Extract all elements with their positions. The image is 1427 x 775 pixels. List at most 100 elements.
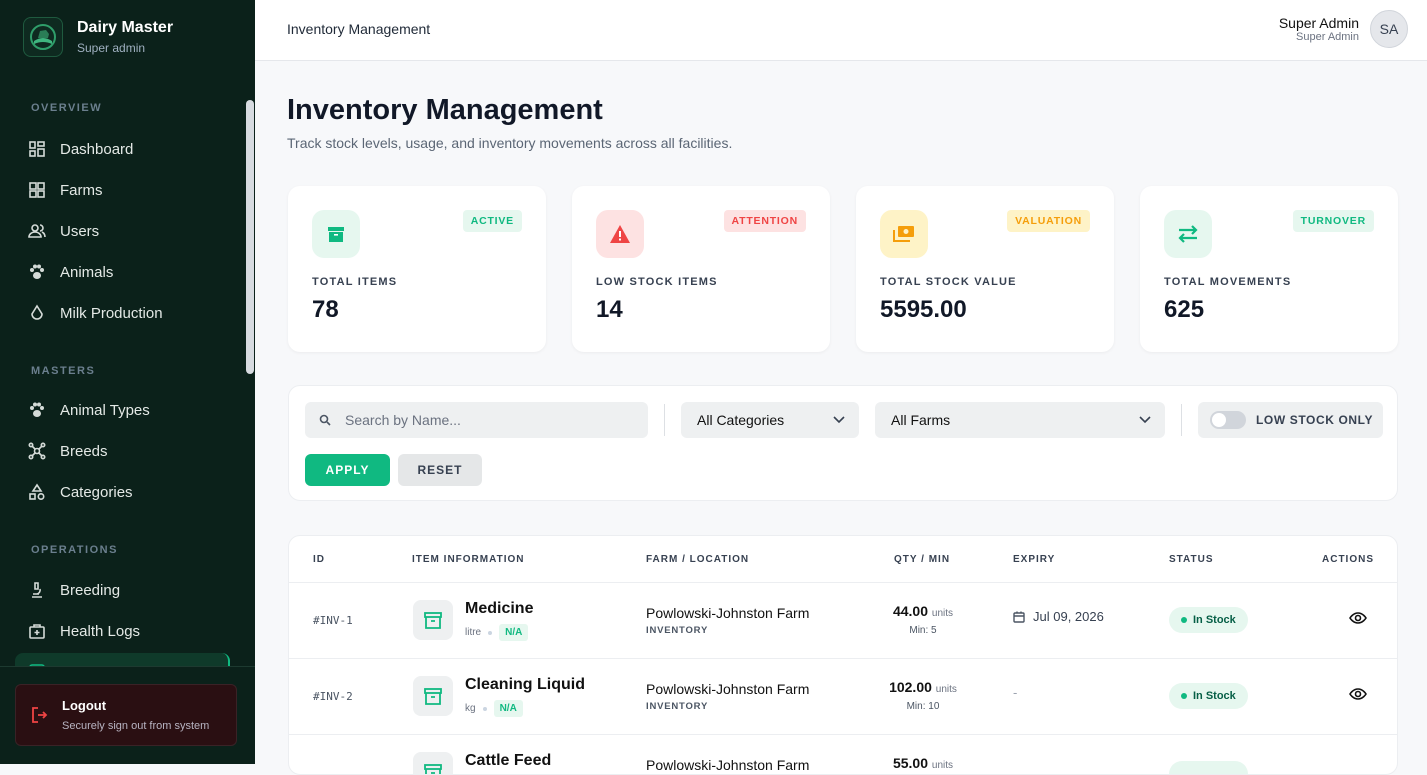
table-row[interactable]: #INV-2 Cleaning Liquid kg N/A Powlowski-J… <box>289 658 1397 734</box>
col-qty: QTY / MIN <box>894 554 951 565</box>
sidebar-item-categories[interactable]: Categories <box>15 473 230 511</box>
calendar-icon <box>1013 611 1025 623</box>
stat-value: 5595.00 <box>880 296 967 323</box>
medical-kit-icon <box>29 624 45 639</box>
sidebar-item-health-logs[interactable]: Health Logs <box>15 612 230 650</box>
item-tag: N/A <box>499 624 529 641</box>
low-stock-toggle[interactable]: LOW STOCK ONLY <box>1198 402 1383 438</box>
divider <box>1181 404 1182 436</box>
sidebar-scrollbar[interactable] <box>246 100 254 374</box>
item-name: Cleaning Liquid <box>465 676 585 693</box>
badge-valuation: VALUATION <box>1007 210 1090 232</box>
stat-card-total-items: ACTIVE TOTAL ITEMS 78 <box>288 186 546 352</box>
col-expiry: EXPIRY <box>1013 554 1056 565</box>
item-id: #INV-1 <box>313 614 353 627</box>
sidebar-item-users[interactable]: Users <box>15 212 230 250</box>
table-row[interactable]: Cattle Feed Powlowski-Johnston Farm 55.0… <box>289 734 1397 774</box>
brand-role: Super admin <box>77 41 146 55</box>
section-masters: MASTERS <box>31 365 96 377</box>
dairy-logo-icon <box>23 17 63 57</box>
logout-button[interactable]: Logout Securely sign out from system <box>15 684 237 746</box>
sidebar-item-dashboard[interactable]: Dashboard <box>15 130 230 168</box>
grid-icon <box>29 141 45 157</box>
eye-icon[interactable] <box>1349 611 1367 625</box>
sidebar-item-label: Milk Production <box>60 304 163 322</box>
user-name: Super Admin <box>1278 15 1359 31</box>
table-row[interactable]: #INV-1 Medicine litre N/A Powlowski-Johns… <box>289 582 1397 658</box>
farm-location: INVENTORY <box>646 701 709 712</box>
item-name: Cattle Feed <box>465 752 552 769</box>
stat-label: LOW STOCK ITEMS <box>596 276 718 288</box>
col-actions: ACTIONS <box>1322 554 1374 565</box>
paw-icon <box>30 402 44 417</box>
stat-card-stock-value: VALUATION TOTAL STOCK VALUE 5595.00 <box>856 186 1114 352</box>
logout-label: Logout <box>62 698 107 713</box>
stat-value: 78 <box>312 296 339 323</box>
box-icon <box>29 664 45 666</box>
sidebar-item-milk-production[interactable]: Milk Production <box>15 294 230 332</box>
sidebar-item-farms[interactable]: Farms <box>15 171 230 209</box>
sidebar-item-label: Animal Types <box>60 401 150 419</box>
col-item: ITEM INFORMATION <box>412 554 525 565</box>
toggle-switch[interactable] <box>1210 411 1246 429</box>
sidebar-item-inventory-active[interactable] <box>15 653 230 666</box>
brand: Dairy Master Super admin <box>23 17 173 57</box>
sidebar-item-label: Breeds <box>60 442 108 460</box>
sidebar-item-label: Farms <box>60 181 103 199</box>
sidebar-item-label: Categories <box>60 483 133 501</box>
chevron-down-icon <box>1139 416 1151 424</box>
logout-icon <box>32 707 48 723</box>
badge-attention: ATTENTION <box>723 210 806 232</box>
archive-icon <box>312 210 360 258</box>
molecule-icon <box>28 442 46 460</box>
qty: 55.00 units <box>849 755 997 771</box>
sidebar-nav: OVERVIEW Dashboard Farms Users Animals M… <box>0 80 255 666</box>
section-operations: OPERATIONS <box>31 544 118 556</box>
user-menu[interactable]: Super Admin Super Admin SA <box>1279 10 1408 48</box>
expiry-date: - <box>1013 685 1018 700</box>
user-role: Super Admin <box>1296 31 1359 43</box>
stat-label: TOTAL MOVEMENTS <box>1164 276 1292 288</box>
farm-name: Powlowski-Johnston Farm <box>646 605 810 621</box>
sidebar-item-label: Dashboard <box>60 140 134 158</box>
grid-icon <box>29 182 45 198</box>
toggle-label: LOW STOCK ONLY <box>1256 413 1374 427</box>
sidebar-item-breeds[interactable]: Breeds <box>15 432 230 470</box>
filter-panel: Search by Name... All Categories All Far… <box>288 385 1398 501</box>
item-unit: litre <box>465 627 482 638</box>
archive-icon <box>413 676 453 716</box>
stat-value: 625 <box>1164 296 1205 323</box>
sidebar: Dairy Master Super admin OVERVIEW Dashbo… <box>0 0 255 764</box>
item-name: Medicine <box>465 600 534 617</box>
eye-icon[interactable] <box>1349 687 1367 701</box>
drop-icon <box>31 304 43 320</box>
avatar[interactable]: SA <box>1370 10 1408 48</box>
search-icon <box>319 414 331 426</box>
search-input[interactable]: Search by Name... <box>305 402 648 438</box>
reset-button[interactable]: RESET <box>398 454 482 486</box>
sidebar-item-label: Breeding <box>60 581 121 599</box>
farm-name: Powlowski-Johnston Farm <box>646 757 810 773</box>
header-title: Inventory Management <box>287 21 431 37</box>
farm-value: All Farms <box>891 412 951 428</box>
qty-value: 44.00 <box>892 603 929 619</box>
status-text: In Stock <box>1193 690 1236 702</box>
qty-unit: units <box>935 684 957 695</box>
qty: 102.00 units <box>849 679 997 695</box>
status-badge <box>1169 761 1248 774</box>
brand-name: Dairy Master <box>77 19 174 36</box>
apply-button[interactable]: APPLY <box>305 454 390 486</box>
page-title: Inventory Management <box>287 94 603 126</box>
sidebar-item-breeding[interactable]: Breeding <box>15 571 230 609</box>
farm-location: INVENTORY <box>646 625 709 636</box>
status-text: In Stock <box>1193 614 1236 626</box>
stat-label: TOTAL ITEMS <box>312 276 398 288</box>
qty-min: Min: 5 <box>909 625 937 636</box>
sidebar-footer: Logout Securely sign out from system <box>0 666 255 764</box>
farm-select[interactable]: All Farms <box>875 402 1165 438</box>
divider <box>664 404 665 436</box>
search-placeholder: Search by Name... <box>345 412 461 428</box>
category-select[interactable]: All Categories <box>681 402 859 438</box>
sidebar-item-animals[interactable]: Animals <box>15 253 230 291</box>
sidebar-item-animal-types[interactable]: Animal Types <box>15 391 230 429</box>
